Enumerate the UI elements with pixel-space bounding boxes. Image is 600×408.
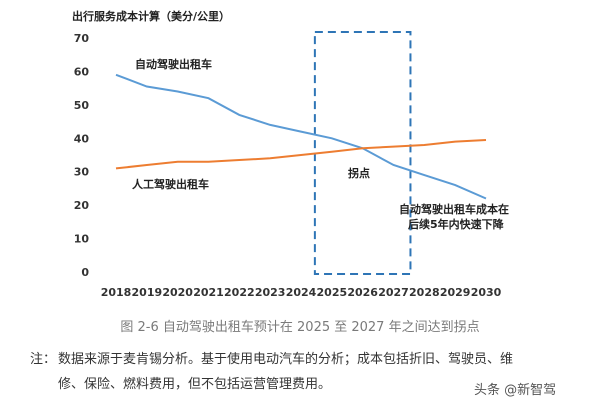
x-tick-label: 2028 [409, 286, 440, 299]
series-line-autonomous-taxi [115, 73, 487, 200]
forecast-note-line2: 后续5年内快速下降 [408, 217, 505, 231]
y-axis-ticks: 0 10 20 30 40 50 60 70 [74, 32, 90, 279]
x-tick-label: 2024 [286, 286, 317, 299]
inflection-label: 拐点 [348, 166, 370, 180]
inflection-highlight-box [313, 31, 412, 275]
x-tick-label: 2019 [132, 286, 163, 299]
x-tick-label: 2029 [440, 286, 471, 299]
y-tick-label: 20 [74, 199, 90, 212]
y-tick-label: 40 [74, 132, 90, 145]
footnote-prefix: 注： [30, 352, 57, 367]
footnote: 注： 数据来源于麦肯锡分析。基于使用电动汽车的分析；成本包括折旧、驾驶员、维 修… [30, 347, 578, 397]
x-tick-label: 2021 [193, 286, 224, 299]
x-tick-label: 2023 [255, 286, 286, 299]
y-tick-label: 50 [74, 99, 90, 112]
forecast-note-line1: 自动驾驶出租车成本在 [399, 202, 509, 216]
y-tick-label: 60 [74, 65, 90, 78]
x-tick-label: 2027 [378, 286, 409, 299]
series-label-human-taxi: 人工驾驶出租车 [132, 177, 209, 191]
x-tick-label: 2020 [162, 286, 193, 299]
x-tick-label: 2022 [224, 286, 255, 299]
footnote-line-2: 修、保险、燃料费用，但不包括运营管理费用。 [58, 377, 332, 392]
y-tick-label: 70 [74, 32, 90, 45]
x-axis-ticks: 2018 2019 2020 2021 2022 2023 2024 2025 2026 2027… [101, 286, 502, 299]
watermark: 头条 @新智驾 [474, 383, 557, 398]
y-tick-label: 30 [74, 166, 90, 179]
y-axis-title: 出行服务成本计算（美分/公里） [72, 9, 230, 23]
x-tick-label: 2018 [101, 286, 132, 299]
series-label-autonomous-taxi: 自动驾驶出租车 [135, 57, 212, 71]
series-line-human-taxi [115, 139, 487, 170]
x-tick-label: 2026 [347, 286, 378, 299]
x-tick-label: 2025 [317, 286, 348, 299]
y-tick-label: 10 [74, 233, 90, 246]
figure-caption: 图 2-6 自动驾驶出租车预计在 2025 至 2027 年之间达到拐点 [120, 320, 480, 335]
y-tick-label: 0 [81, 266, 89, 279]
footnote-line-1: 数据来源于麦肯锡分析。基于使用电动汽车的分析；成本包括折旧、驾驶员、维 [58, 352, 514, 367]
x-tick-label: 2030 [471, 286, 502, 299]
